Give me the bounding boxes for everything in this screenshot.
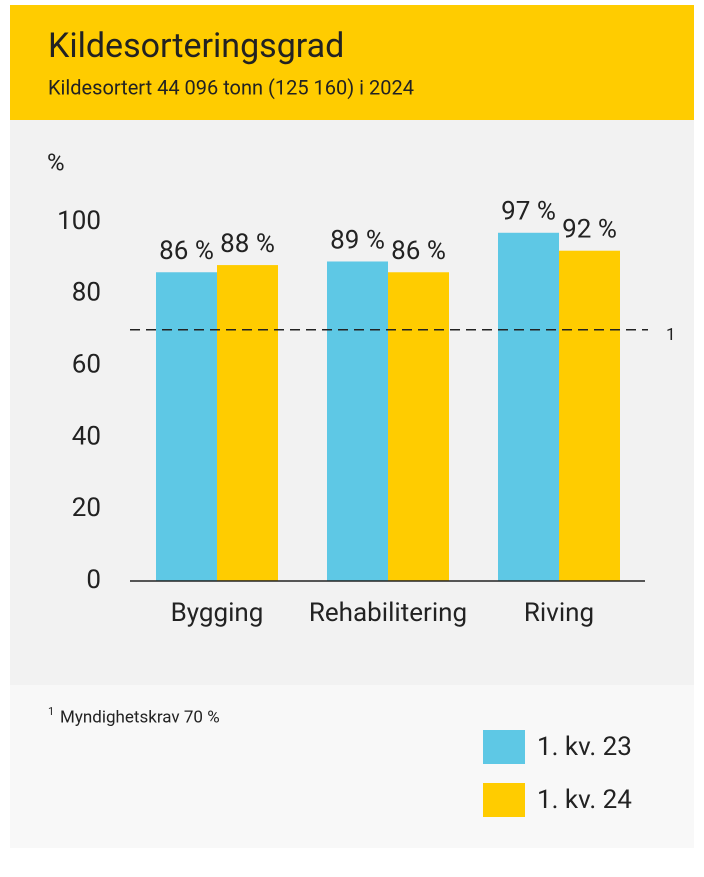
y-tick-label: 0	[86, 565, 101, 595]
x-tick-label: Rehabilitering	[309, 598, 467, 628]
bar	[388, 272, 449, 581]
value-label: 92 %	[562, 215, 617, 245]
y-tick-label: 60	[72, 349, 101, 379]
value-label: 86 %	[159, 236, 214, 266]
y-tick-label: 100	[57, 206, 101, 236]
legend-swatch	[483, 730, 525, 764]
value-label: 97 %	[501, 197, 556, 227]
y-tick-label: 40	[72, 421, 101, 451]
legend-label: 1. kv. 24	[537, 785, 632, 815]
footnote: Myndighetskrav 70 %	[60, 707, 220, 727]
x-tick-label: Riving	[524, 598, 594, 628]
y-axis-label: %	[47, 148, 65, 176]
value-label: 88 %	[220, 229, 275, 259]
bar	[327, 261, 388, 581]
value-label: 89 %	[330, 225, 385, 255]
bar	[156, 272, 217, 581]
chart-title: Kildesorteringsgrad	[48, 26, 344, 66]
chart-subtitle: Kildesortert 44 096 tonn (125 160) i 202…	[48, 75, 414, 99]
y-tick-label: 80	[72, 278, 101, 308]
footnote-marker: 1	[48, 705, 54, 718]
reference-label: 1	[666, 325, 676, 345]
bar	[498, 232, 559, 581]
y-tick-label: 20	[72, 493, 101, 523]
legend-swatch	[483, 783, 525, 817]
x-tick-label: Bygging	[171, 598, 264, 628]
legend-label: 1. kv. 23	[537, 732, 632, 762]
legend-panel	[10, 685, 694, 848]
value-label: 86 %	[391, 236, 446, 266]
header	[10, 5, 694, 120]
bar	[559, 250, 620, 581]
bar	[217, 265, 278, 581]
